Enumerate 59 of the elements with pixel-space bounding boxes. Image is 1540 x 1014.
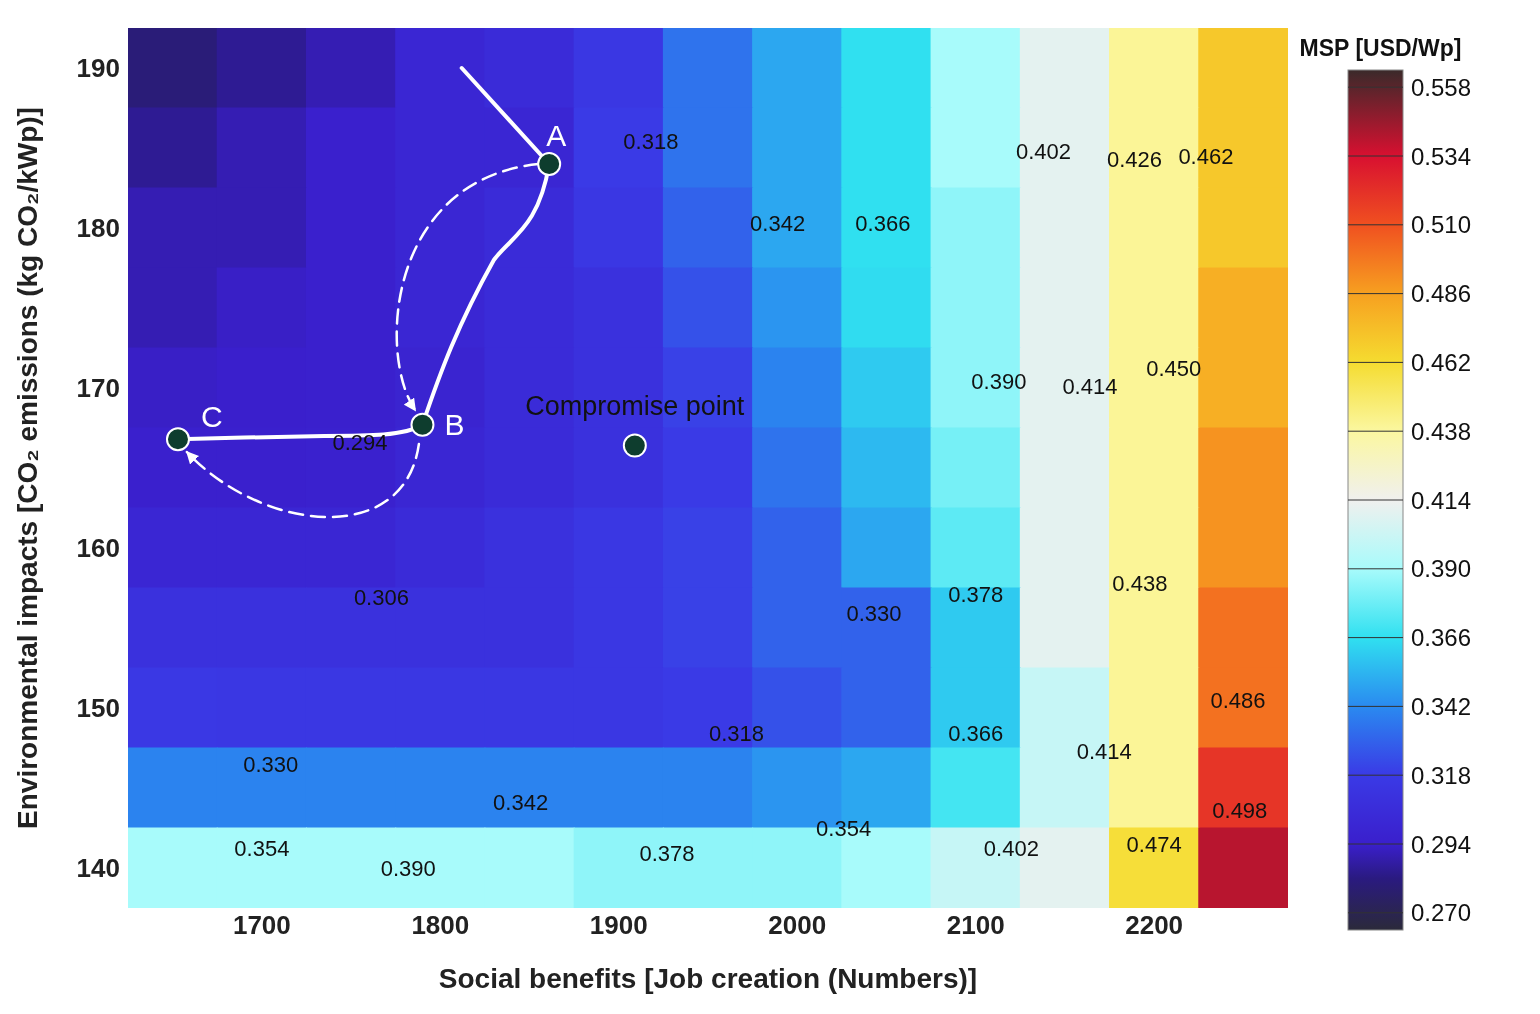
annotation: A xyxy=(546,118,567,152)
annotation: C xyxy=(201,400,223,434)
color-bar-title: MSP [USD/Wp] xyxy=(1299,35,1462,61)
annotation: 0.294 xyxy=(332,429,388,455)
annotation: 0.474 xyxy=(1126,831,1182,857)
color-bar-label: 0.414 xyxy=(1411,486,1472,514)
annotation: 0.450 xyxy=(1146,356,1202,382)
annotation: 0.318 xyxy=(709,721,765,747)
color-bar-label: 0.510 xyxy=(1411,211,1472,239)
y-tick-label: 170 xyxy=(76,373,120,404)
annotation: 0.402 xyxy=(983,836,1039,862)
annotation: 0.342 xyxy=(493,789,549,815)
x-tick-label: 2100 xyxy=(946,910,1005,941)
annotation: 0.426 xyxy=(1106,146,1163,172)
y-tick-label: 150 xyxy=(76,693,120,724)
annotation: 0.414 xyxy=(1076,738,1132,764)
y-tick-label: 180 xyxy=(76,213,120,244)
annotation: 0.402 xyxy=(1015,138,1072,164)
x-tick-label: 2000 xyxy=(768,910,827,941)
color-bar-label: 0.390 xyxy=(1411,555,1472,583)
color-bar-label: 0.558 xyxy=(1411,73,1472,101)
y-tick-label: 190 xyxy=(76,53,120,84)
color-bar-label: 0.294 xyxy=(1411,830,1472,858)
annotation: 0.462 xyxy=(1178,143,1234,169)
x-tick-label: 1800 xyxy=(411,910,470,941)
color-bar-label: 0.462 xyxy=(1411,348,1472,376)
color-bar-label: 0.438 xyxy=(1411,417,1472,445)
annotation: 0.378 xyxy=(639,841,695,867)
annotation: 0.498 xyxy=(1212,797,1268,823)
color-bar-label: 0.270 xyxy=(1411,899,1472,927)
x-tick-label: 1900 xyxy=(589,910,648,941)
annotation: 0.306 xyxy=(353,585,409,611)
annotation: 0.330 xyxy=(243,751,299,777)
annotation: 0.486 xyxy=(1210,687,1266,713)
annotation: 0.342 xyxy=(750,210,806,236)
annotation: 0.354 xyxy=(816,815,872,841)
color-bar-label: 0.534 xyxy=(1411,142,1472,170)
y-axis-title: Environmental impacts [CO₂ emissions (kg CO₂/kWp)] xyxy=(12,107,44,829)
annotation: 0.330 xyxy=(846,601,902,627)
annotation: 0.366 xyxy=(855,210,911,236)
color-bar-label: 0.342 xyxy=(1411,692,1472,720)
y-tick-label: 160 xyxy=(76,533,120,564)
annotation: B xyxy=(444,408,465,442)
annotation: 0.366 xyxy=(948,721,1004,747)
x-tick-label: 1700 xyxy=(232,910,291,941)
y-tick-label: 140 xyxy=(76,853,120,884)
annotation: 0.390 xyxy=(971,369,1027,395)
x-tick-label: 2200 xyxy=(1125,910,1184,941)
annotation: 0.378 xyxy=(948,581,1004,607)
color-bar-label: 0.318 xyxy=(1411,761,1472,789)
annotation: 0.414 xyxy=(1062,373,1118,399)
annotation: 0.390 xyxy=(380,855,436,881)
annotation: Compromise point xyxy=(525,390,745,421)
x-axis-title: Social benefits [Job creation (Numbers)] xyxy=(438,963,978,994)
annotation: 0.354 xyxy=(234,836,290,862)
annotation: 0.318 xyxy=(623,129,679,155)
color-bar-label: 0.366 xyxy=(1411,624,1472,652)
annotation: 0.438 xyxy=(1112,570,1168,596)
color-bar-label: 0.486 xyxy=(1411,280,1472,308)
